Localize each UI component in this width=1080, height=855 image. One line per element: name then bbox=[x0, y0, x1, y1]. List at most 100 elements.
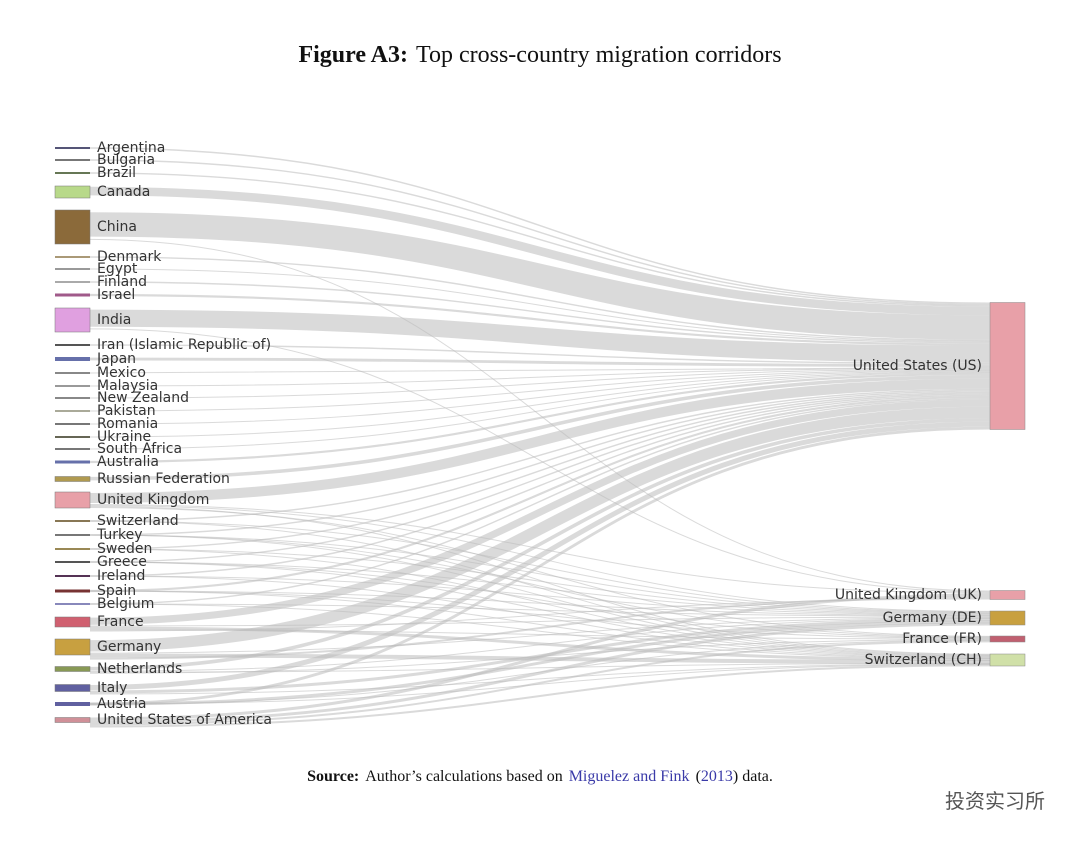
origin-node bbox=[54, 476, 91, 482]
origin-label: Germany bbox=[97, 639, 161, 655]
origin-label: New Zealand bbox=[97, 390, 189, 406]
origin-node bbox=[55, 372, 90, 374]
flow-link bbox=[89, 159, 991, 306]
flow-link bbox=[89, 293, 991, 346]
origin-node bbox=[55, 147, 90, 149]
origin-node bbox=[55, 293, 90, 297]
flow-link bbox=[89, 505, 991, 612]
origin-node bbox=[54, 638, 91, 656]
flow-link bbox=[89, 629, 991, 640]
flow-link bbox=[89, 256, 991, 342]
origin-label: Iran (Islamic Republic of) bbox=[97, 337, 271, 353]
flow-link bbox=[89, 238, 991, 592]
origin-label: Japan bbox=[96, 351, 136, 367]
destination-label: Germany (DE) bbox=[883, 610, 982, 626]
origin-node bbox=[55, 172, 90, 174]
origin-label: Canada bbox=[97, 184, 150, 200]
origin-label: Brazil bbox=[97, 165, 136, 181]
origin-label: Sweden bbox=[97, 541, 152, 557]
flow-link bbox=[89, 375, 991, 481]
origin-label: India bbox=[97, 312, 131, 328]
destination-node bbox=[989, 635, 1026, 643]
origin-node bbox=[55, 448, 90, 450]
flow-link bbox=[89, 406, 991, 652]
origin-label: China bbox=[97, 219, 137, 235]
flow-link bbox=[89, 561, 991, 639]
origin-label: United States of America bbox=[97, 712, 272, 728]
flow-link bbox=[89, 603, 991, 617]
flow-link bbox=[89, 309, 991, 363]
flow-link bbox=[89, 371, 991, 450]
flow-link bbox=[89, 617, 991, 654]
flow-link bbox=[89, 371, 991, 438]
flow-link bbox=[89, 548, 991, 614]
origin-node bbox=[54, 616, 91, 628]
flow-link bbox=[89, 147, 991, 304]
origin-label: Spain bbox=[97, 583, 136, 599]
flow-link bbox=[89, 616, 991, 627]
origin-node bbox=[54, 185, 91, 199]
origin-label: Australia bbox=[97, 454, 159, 470]
flow-link bbox=[89, 575, 991, 658]
destination-label: France (FR) bbox=[902, 631, 982, 647]
flow-link bbox=[89, 603, 991, 659]
origin-label: Turkey bbox=[96, 527, 143, 543]
destination-node bbox=[989, 653, 1026, 667]
flow-link bbox=[89, 372, 991, 464]
origin-node bbox=[55, 397, 90, 399]
origin-label: Russian Federation bbox=[97, 471, 230, 487]
caption-close: ) data. bbox=[733, 768, 773, 785]
origin-node bbox=[54, 209, 91, 245]
flow-link bbox=[89, 561, 991, 658]
flow-link bbox=[89, 368, 991, 399]
origin-node bbox=[55, 357, 90, 361]
flow-link bbox=[89, 367, 991, 387]
flow-link bbox=[89, 328, 991, 593]
origin-label: Austria bbox=[97, 696, 146, 712]
origin-label: Israel bbox=[97, 287, 135, 303]
flow-link bbox=[89, 620, 991, 706]
destination-node bbox=[989, 302, 1026, 430]
figure-title: Figure A3: Top cross-country migration co… bbox=[298, 42, 781, 68]
flow-link bbox=[89, 399, 991, 625]
caption: Source: Author’s calculations based on Mig… bbox=[307, 768, 773, 785]
flow-link bbox=[89, 590, 991, 659]
origin-label: Italy bbox=[97, 680, 127, 696]
origin-node bbox=[55, 589, 90, 593]
caption-reference[interactable]: Miguelez and Fink bbox=[569, 768, 690, 785]
origin-node bbox=[55, 385, 90, 387]
flow-link bbox=[89, 378, 991, 504]
origin-node bbox=[55, 344, 90, 346]
origin-node bbox=[55, 423, 90, 425]
origin-node bbox=[55, 520, 90, 522]
flow-link bbox=[89, 622, 991, 724]
flow-link bbox=[89, 281, 991, 344]
figure-title-text: Top cross-country migration corridors bbox=[416, 42, 782, 68]
origin-label: South Africa bbox=[97, 441, 182, 457]
flow-link bbox=[89, 640, 991, 726]
caption-open: ( bbox=[696, 768, 701, 785]
origin-node bbox=[55, 460, 90, 464]
origin-label: Greece bbox=[97, 554, 147, 570]
origin-node bbox=[54, 666, 91, 672]
origin-label: Egypt bbox=[97, 261, 138, 277]
origin-node bbox=[55, 159, 90, 161]
flow-link bbox=[89, 357, 991, 368]
origin-node bbox=[55, 268, 90, 270]
origin-node bbox=[55, 603, 90, 605]
caption-year[interactable]: 2013 bbox=[701, 768, 733, 785]
origin-node bbox=[55, 575, 90, 577]
origin-node bbox=[54, 717, 91, 723]
origin-label: Ireland bbox=[97, 568, 145, 584]
origin-label: Mexico bbox=[97, 365, 146, 381]
flow-link bbox=[89, 388, 991, 522]
destination-label: United States (US) bbox=[853, 358, 982, 374]
origin-label: Belgium bbox=[97, 596, 154, 612]
links bbox=[89, 147, 991, 728]
origin-node bbox=[55, 410, 90, 412]
flow-link bbox=[89, 212, 991, 340]
flow-link bbox=[89, 534, 991, 614]
